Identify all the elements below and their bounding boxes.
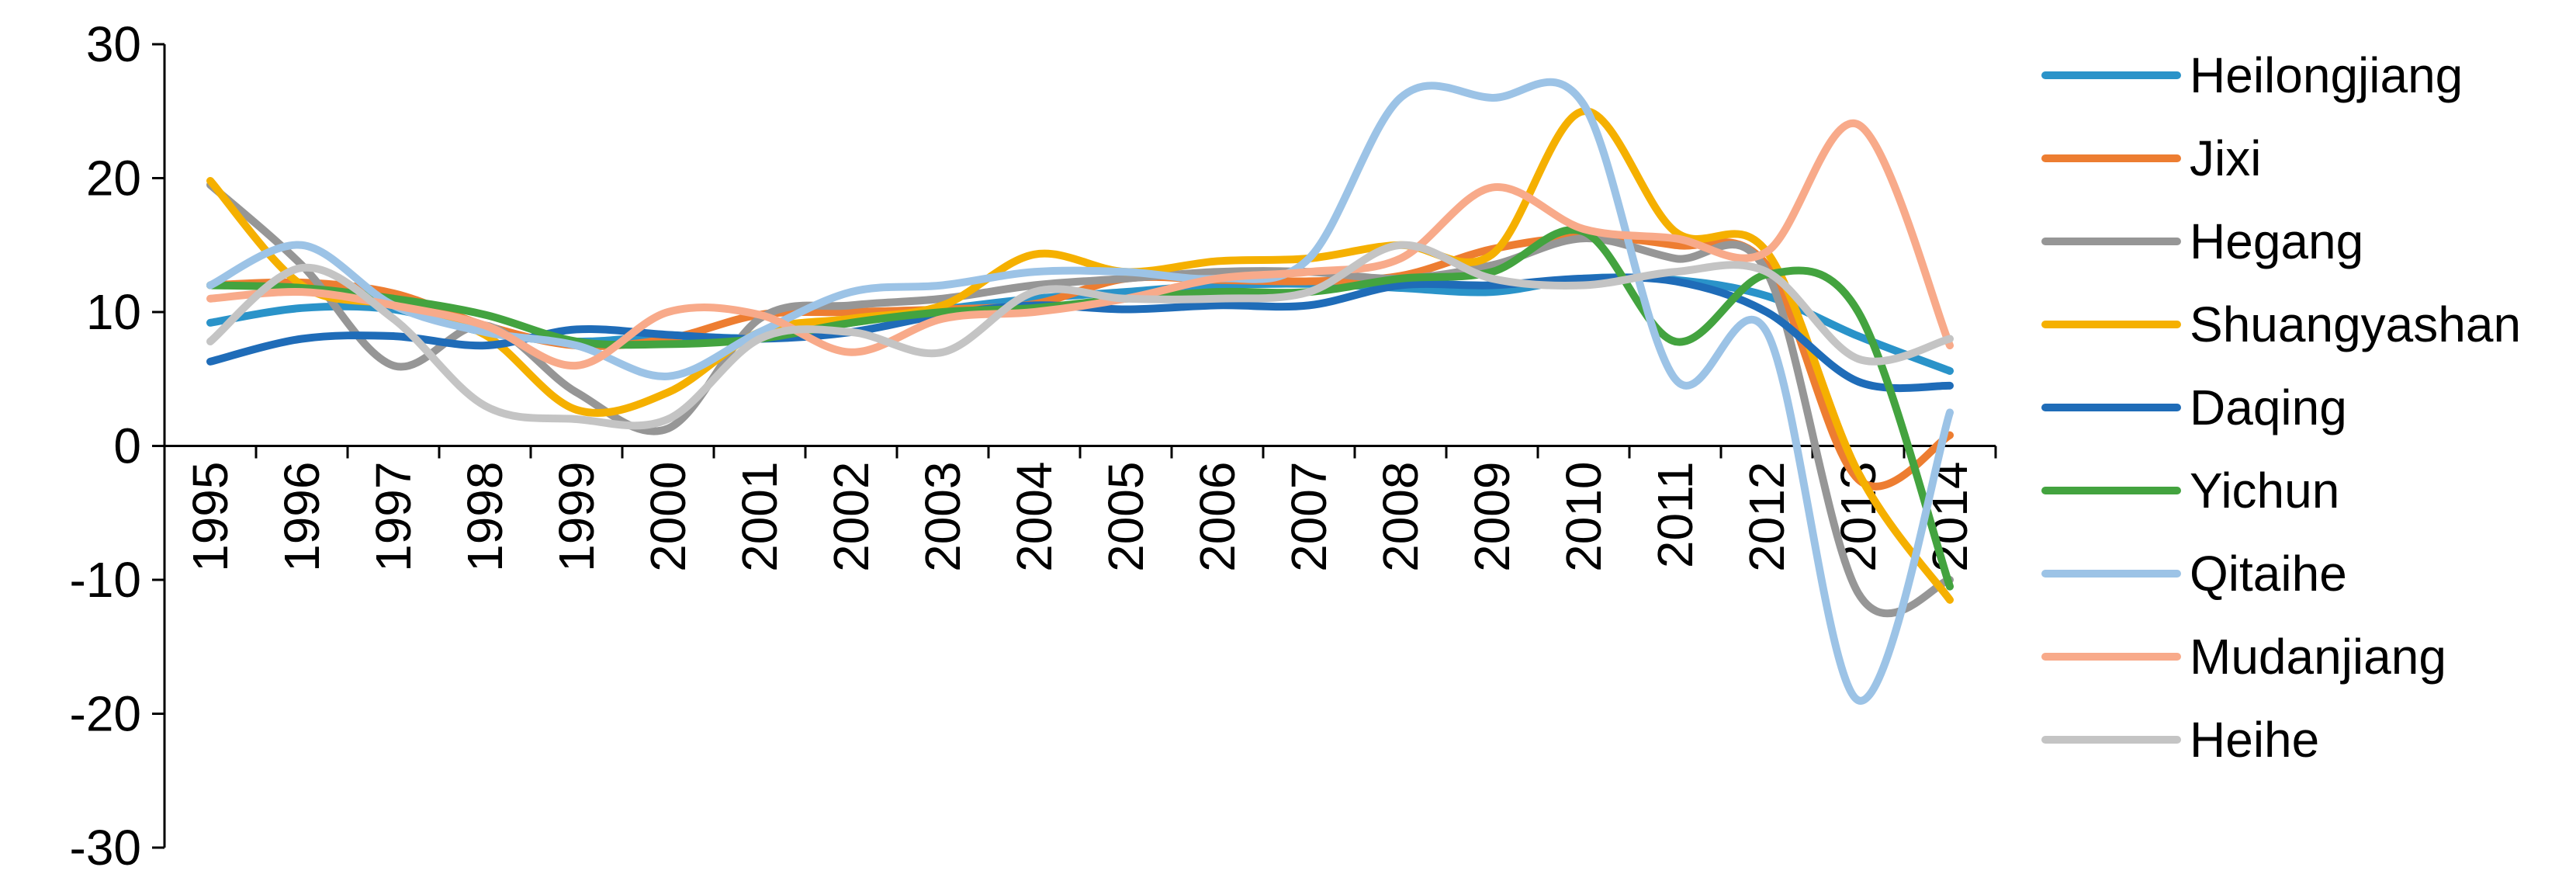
legend-label: Daqing: [2190, 380, 2347, 435]
legend-label: Hegang: [2190, 213, 2363, 269]
x-tick-label: 2000: [640, 462, 696, 572]
legend-label: Mudanjiang: [2190, 629, 2446, 685]
y-tick-label: 0: [113, 418, 141, 474]
x-tick-label: 2009: [1464, 462, 1520, 572]
x-tick-label: 2003: [915, 462, 971, 572]
legend-label: Qitaihe: [2190, 546, 2347, 602]
x-tick-label: 2012: [1739, 462, 1795, 572]
legend-label: Jixi: [2190, 130, 2261, 186]
x-tick-label: 2002: [823, 462, 879, 572]
y-tick-label: -20: [70, 686, 142, 742]
y-tick-label: -30: [70, 820, 142, 876]
y-tick-label: 30: [86, 16, 141, 72]
x-tick-label: 2004: [1006, 462, 1062, 572]
x-tick-label: 1997: [365, 462, 421, 572]
x-tick-label: 1996: [274, 462, 330, 572]
legend-label: Heihe: [2190, 712, 2319, 768]
legend-label: Heilongjiang: [2190, 47, 2463, 103]
x-tick-label: 2011: [1647, 462, 1703, 569]
series-line: [206, 241, 1954, 430]
x-tick-label: 1998: [457, 462, 513, 572]
x-tick-label: 2007: [1281, 462, 1337, 572]
y-tick-label: 20: [86, 151, 141, 206]
x-tick-label: 2001: [732, 462, 788, 572]
x-tick-label: 1995: [182, 462, 238, 572]
x-tick-label: 2005: [1098, 462, 1154, 572]
x-tick-label: 2006: [1189, 462, 1245, 572]
x-tick-label: 2010: [1556, 462, 1612, 572]
y-tick-label: 10: [86, 284, 141, 340]
y-tick-label: -10: [70, 552, 142, 608]
x-tick-label: 1999: [549, 462, 604, 572]
legend-label: Yichun: [2190, 463, 2339, 519]
x-tick-label: 2008: [1373, 462, 1428, 572]
legend-label: Shuangyashan: [2190, 297, 2521, 352]
